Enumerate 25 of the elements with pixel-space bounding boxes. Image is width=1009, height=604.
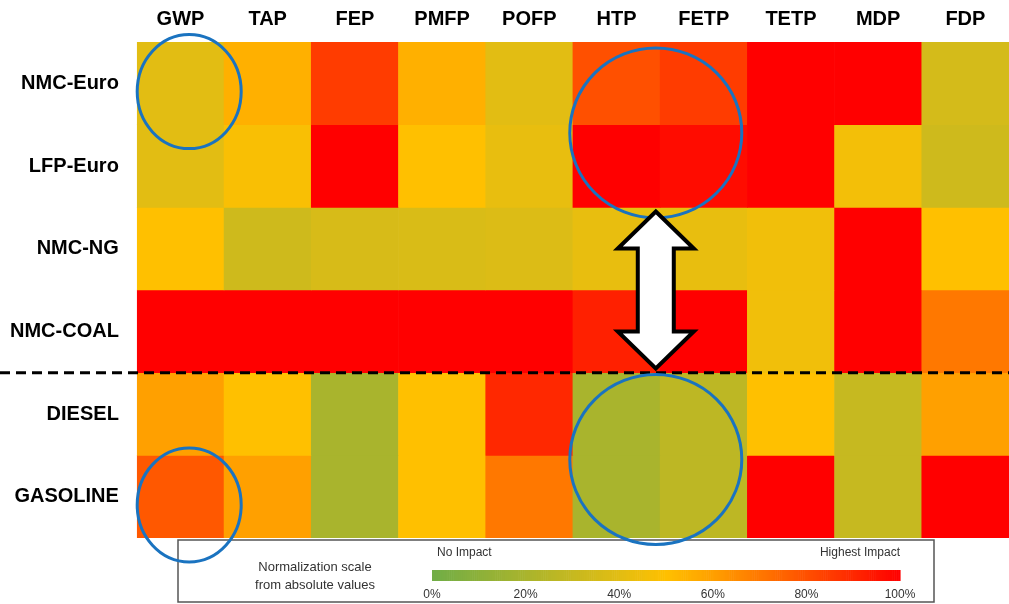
x-tick-label: PMFP: [414, 6, 470, 29]
color-bar-label: 20%: [513, 587, 538, 602]
x-tick-label: FEP: [335, 6, 375, 29]
x-tick-label: MDP: [855, 6, 901, 29]
x-tick-label: GWP: [156, 6, 205, 29]
color-bar-label: 40%: [607, 587, 632, 602]
x-tick-label: TAP: [248, 6, 287, 29]
text: Highest Impact: [819, 545, 901, 560]
color-bar-label: 80%: [794, 587, 819, 602]
y-tick-label: NMC-NG: [36, 236, 119, 259]
x-tick-label: HTP: [596, 6, 637, 29]
y-tick-label: LFP-Euro: [28, 153, 119, 176]
y-tick-label: DIESEL: [46, 401, 119, 424]
x-tick-label: FDP: [945, 6, 986, 29]
y-tick-label: NMC-Euro: [21, 70, 119, 93]
x-tick-label: POFP: [502, 6, 557, 29]
color-bar-label: 0%: [423, 587, 441, 602]
color-bar-label: 100%: [884, 587, 916, 602]
y-tick-label: GASOLINE: [14, 484, 119, 507]
x-tick-label: FETP: [678, 6, 730, 29]
y-tick-label: NMC-COAL: [9, 318, 119, 341]
color-bar-label: 60%: [700, 587, 726, 602]
color-bar-title: Normalization scale from absolute values: [255, 558, 376, 592]
x-tick-label: TETP: [765, 6, 817, 29]
text: No Impact: [437, 545, 493, 560]
